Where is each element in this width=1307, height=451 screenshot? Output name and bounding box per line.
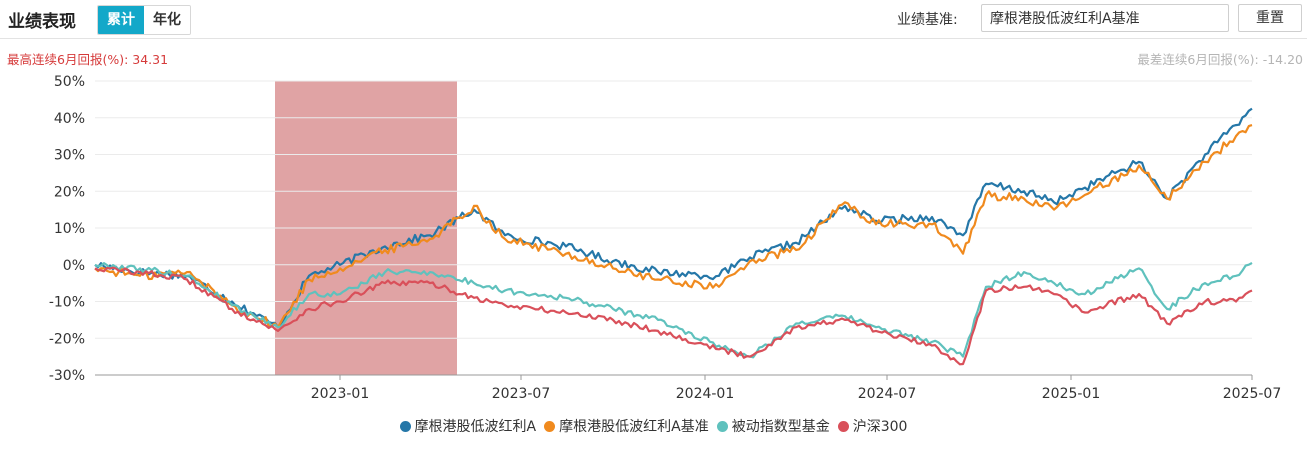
x-tick-label: 2023-01 <box>311 386 370 402</box>
series-line-4 <box>94 266 1253 366</box>
y-tick-label: 30% <box>54 148 85 164</box>
legend-item[interactable]: 摩根港股低波红利A <box>399 416 537 436</box>
performance-header: 业绩表现 累计 年化 业绩基准: 重置 <box>0 0 1307 39</box>
legend-marker <box>544 421 556 432</box>
tab-cumulative[interactable]: 累计 <box>98 6 144 34</box>
legend-item[interactable]: 沪深300 <box>837 416 908 436</box>
x-tick-label: 2025-07 <box>1223 386 1282 402</box>
y-tick-label: -30% <box>49 368 85 384</box>
tab-annualized[interactable]: 年化 <box>144 6 190 34</box>
legend-marker <box>399 421 411 432</box>
legend-marker <box>716 421 728 432</box>
best-6m-value: 34.31 <box>132 52 169 67</box>
y-tick-label: 0% <box>63 258 85 274</box>
x-tick-label: 2024-01 <box>676 386 735 402</box>
section-title: 业绩表现 <box>8 12 76 32</box>
y-tick-label: 50% <box>54 74 85 90</box>
y-tick-label: 40% <box>54 111 85 127</box>
benchmark-input[interactable] <box>981 4 1229 32</box>
legend-marker <box>837 421 849 432</box>
x-tick-label: 2025-01 <box>1042 386 1101 402</box>
legend-item[interactable]: 摩根港股低波红利A基准 <box>544 416 709 436</box>
legend-label: 被动指数型基金 <box>731 419 830 435</box>
y-tick-label: 20% <box>54 184 85 200</box>
worst-6m-value: -14.20 <box>1262 52 1303 67</box>
legend-item[interactable]: 被动指数型基金 <box>716 416 830 436</box>
best-6m-label: 最高连续6月回报(%): <box>7 52 129 67</box>
chart-legend: 摩根港股低波红利A 摩根港股低波红利A基准 被动指数型基金 沪深300 <box>0 416 1307 436</box>
legend-label: 摩根港股低波红利A基准 <box>559 419 709 435</box>
series-line-2 <box>94 124 1253 329</box>
y-tick-label: -20% <box>49 331 85 347</box>
x-tick-label: 2024-07 <box>858 386 917 402</box>
best-6m-return: 最高连续6月回报(%): 34.31 <box>7 49 168 68</box>
legend-label: 沪深300 <box>852 419 908 435</box>
worst-6m-label: 最差连续6月回报(%): <box>1137 52 1259 67</box>
benchmark-label: 业绩基准: <box>897 12 958 28</box>
worst-6m-return: 最差连续6月回报(%): -14.20 <box>1137 49 1303 68</box>
period-toggle: 累计 年化 <box>97 5 191 35</box>
y-tick-label: 10% <box>54 221 85 237</box>
reset-button[interactable]: 重置 <box>1238 4 1302 32</box>
legend-label: 摩根港股低波红利A <box>414 419 537 435</box>
x-tick-label: 2023-07 <box>492 386 551 402</box>
y-tick-label: -10% <box>49 295 85 311</box>
series-line-3 <box>94 261 1253 359</box>
